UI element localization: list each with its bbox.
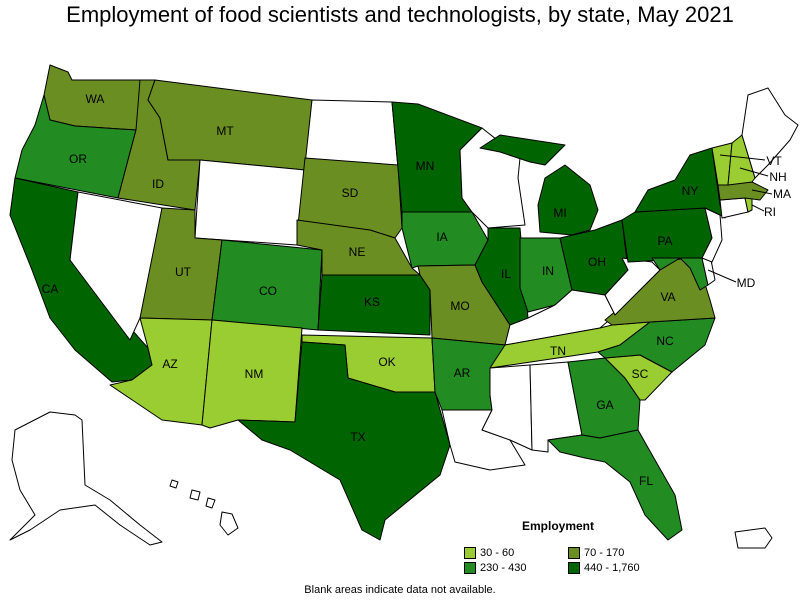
label-MD: MD: [737, 276, 756, 290]
legend-swatch-4: [568, 562, 580, 574]
label-VT: VT: [766, 154, 782, 168]
state-WY: [194, 159, 306, 246]
legend-item-2: 70 - 170: [568, 547, 624, 559]
label-NY: NY: [682, 184, 699, 198]
legend-item-1: 30 - 60: [464, 547, 514, 559]
legend-label-1: 30 - 60: [480, 547, 515, 559]
state-HI: [169, 479, 239, 536]
label-RI: RI: [764, 205, 776, 219]
label-leader-lines: [707, 154, 773, 283]
label-TN: TN: [550, 344, 566, 358]
legend-label-2: 70 - 170: [584, 547, 625, 559]
label-ID: ID: [152, 177, 164, 191]
label-MO: MO: [450, 299, 469, 313]
label-AR: AR: [454, 366, 471, 380]
label-IA: IA: [436, 230, 447, 244]
label-AZ: AZ: [162, 357, 177, 371]
label-NC: NC: [656, 334, 674, 348]
state-KS: [317, 274, 431, 336]
label-GA: GA: [596, 398, 613, 412]
state-TX: [237, 341, 451, 541]
state-NC: [597, 317, 716, 373]
label-CO: CO: [259, 284, 277, 298]
legend-label-4: 440 - 1,760: [584, 562, 640, 574]
label-SC: SC: [632, 367, 649, 381]
legend-label-3: 230 - 430: [480, 562, 527, 574]
label-IN: IN: [542, 264, 554, 278]
legend-swatch-3: [464, 562, 476, 574]
label-KS: KS: [364, 295, 380, 309]
state-FL: [547, 429, 683, 541]
legend-title: Employment: [522, 519, 595, 533]
state-AK: [9, 411, 163, 546]
label-NE: NE: [349, 245, 366, 259]
map-title: Employment of food scientists and techno…: [66, 2, 734, 27]
state-NH: [727, 134, 756, 186]
label-CA: CA: [42, 282, 59, 296]
state-MI: [479, 134, 599, 236]
label-NM: NM: [245, 367, 264, 381]
state-PR: [734, 527, 773, 549]
label-MN: MN: [416, 159, 435, 173]
footnote: Blank areas indicate data not available.: [304, 584, 496, 596]
label-OR: OR: [69, 152, 87, 166]
legend-item-3: 230 - 430: [464, 562, 526, 574]
label-PA: PA: [657, 234, 672, 248]
label-TX: TX: [350, 430, 365, 444]
state-NY: [634, 147, 726, 219]
state-CT: [719, 197, 749, 219]
label-MT: MT: [216, 124, 234, 138]
label-WA: WA: [86, 92, 105, 106]
label-OK: OK: [378, 355, 395, 369]
label-IL: IL: [501, 267, 511, 281]
label-UT: UT: [175, 265, 192, 279]
label-NH: NH: [769, 170, 786, 184]
label-FL: FL: [639, 474, 653, 488]
legend-item-4: 440 - 1,760: [568, 562, 640, 574]
label-MI: MI: [553, 206, 566, 220]
state-ND: [304, 99, 399, 169]
label-MA: MA: [773, 187, 791, 201]
legend-swatch-1: [464, 547, 476, 559]
label-SD: SD: [342, 186, 359, 200]
legend-swatch-2: [568, 547, 580, 559]
label-OH: OH: [588, 255, 606, 269]
label-VA: VA: [660, 290, 675, 304]
state-WV: [604, 257, 661, 316]
